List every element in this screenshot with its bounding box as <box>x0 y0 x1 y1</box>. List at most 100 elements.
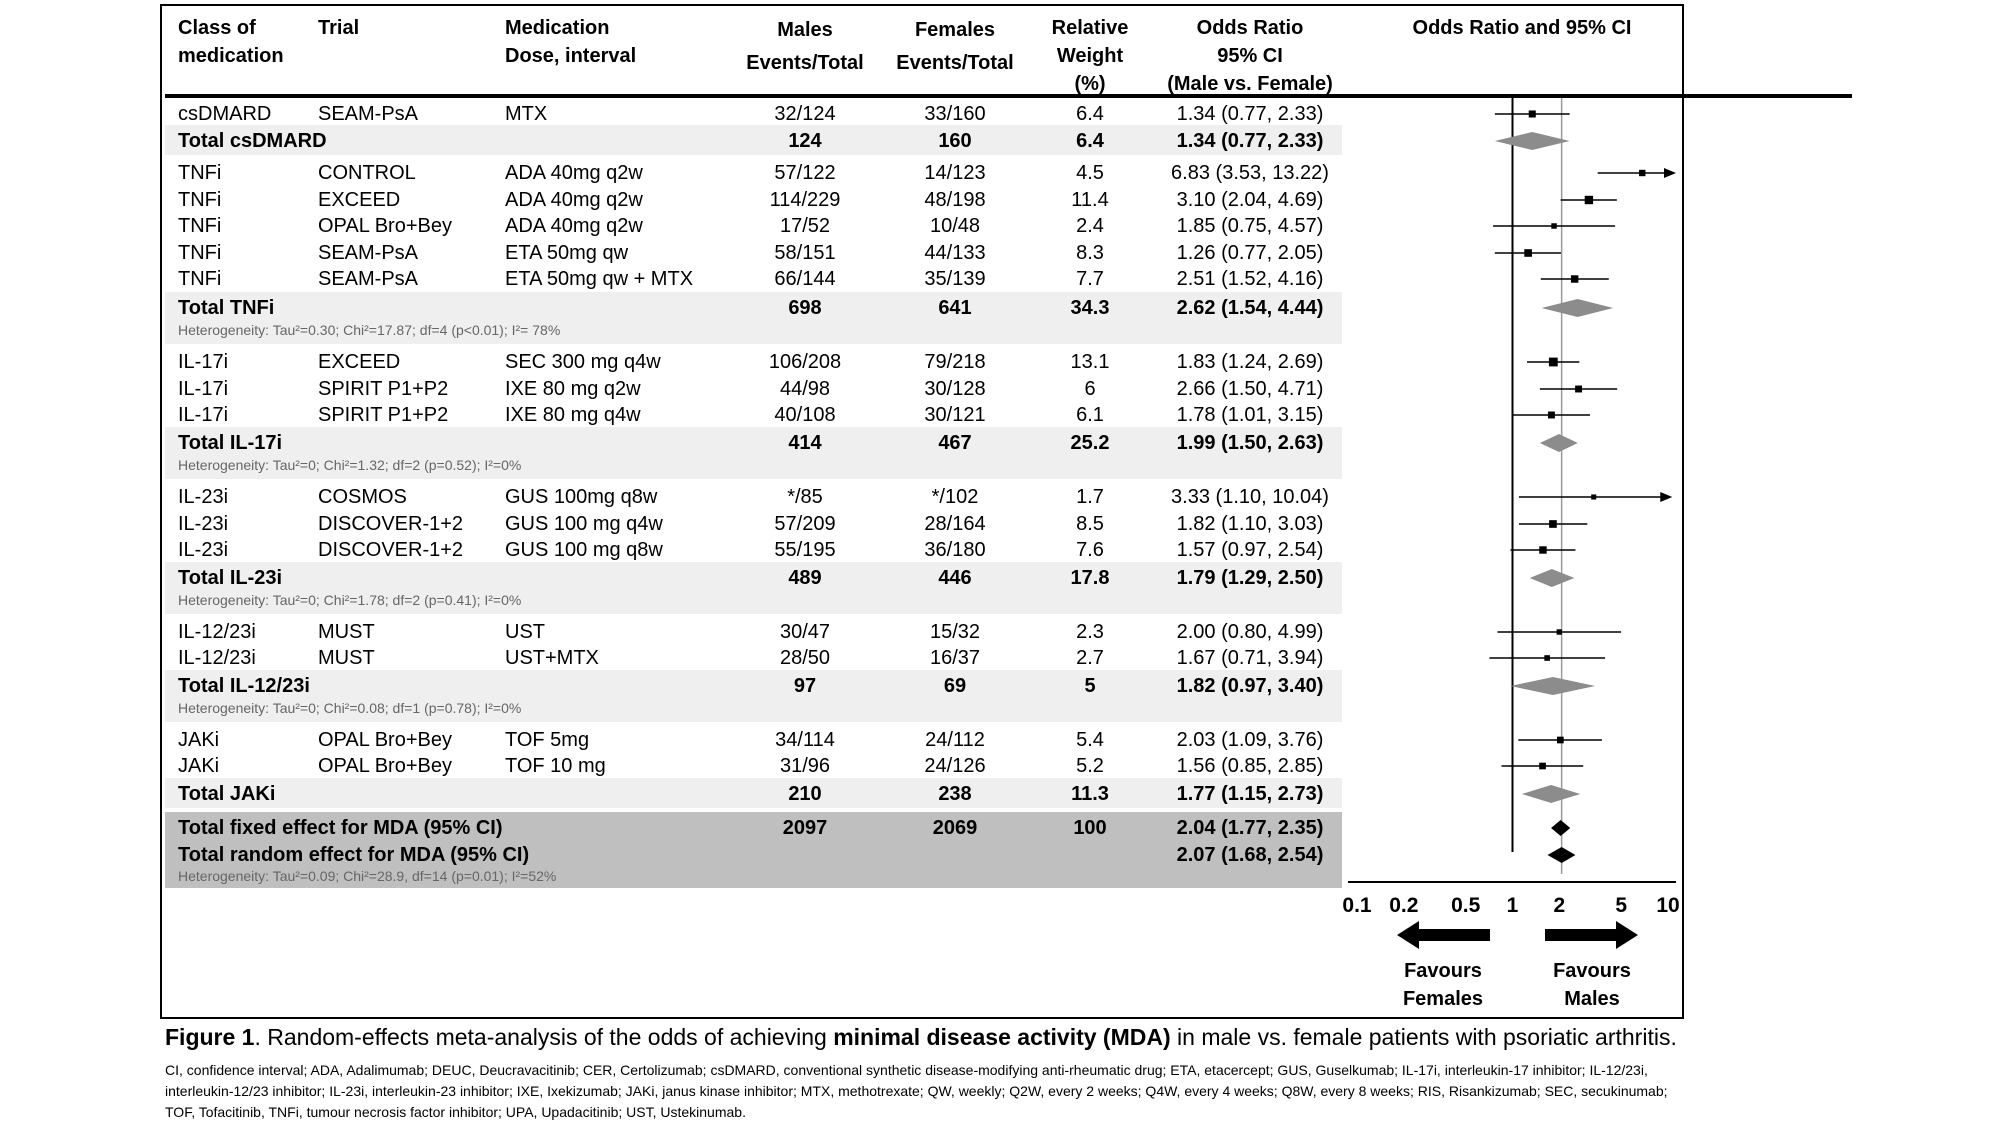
cell-cls: IL-17i <box>178 351 229 373</box>
cell-trial: DISCOVER-1+2 <box>318 513 464 535</box>
cell-trial: SPIRIT P1+P2 <box>318 404 449 426</box>
cell-trial: EXCEED <box>318 189 401 211</box>
favours-males-arrow <box>1545 921 1638 949</box>
cell-f: 15/32 <box>929 621 981 643</box>
x-tick-label: 0.1 <box>1342 894 1372 917</box>
cell-cls: TNFi <box>178 242 222 264</box>
cell-trial: EXCEED <box>318 351 401 373</box>
point-estimate-marker <box>1575 385 1583 393</box>
cell-cls: Total JAKi <box>178 783 276 805</box>
header-odds-ratio: Odds Ratio 95% CI (Male vs. Female) <box>1167 17 1333 95</box>
figure-caption: Figure 1. Random-effects meta-analysis o… <box>165 1024 1677 1051</box>
heterogeneity-note: Heterogeneity: Tau²=0; Chi²=0.08; df=1 (… <box>178 700 522 716</box>
cell-cls: Total IL-17i <box>178 432 283 454</box>
cell-cls: IL-23i <box>178 486 229 508</box>
x-tick-label: 0.2 <box>1389 894 1418 917</box>
subtotal-row: Total IL-17i 414 467 25.2 1.99 (1.50, 2.63) <box>0 430 2000 456</box>
cell-w: 8.3 <box>1076 242 1104 264</box>
heterogeneity-note: Heterogeneity: Tau²=0; Chi²=1.78; df=2 (… <box>178 592 522 608</box>
band-total-jaki <box>165 778 1342 808</box>
ci-arrow <box>1664 168 1676 178</box>
abbreviations-note: CI, confidence interval; ADA, Adalimumab… <box>165 1062 1668 1120</box>
cell-m: 30/47 <box>779 621 831 643</box>
cell-w: 13.1 <box>1070 351 1110 373</box>
cell-cls: TNFi <box>178 162 222 184</box>
cell-trial: OPAL Bro+Bey <box>318 215 452 237</box>
cell-w: 6.4 <box>1076 130 1104 152</box>
cell-w: 6.1 <box>1076 404 1104 426</box>
cell-f: */102 <box>931 486 979 508</box>
cell-m: 17/52 <box>779 215 831 237</box>
cell-w: 17.8 <box>1070 567 1110 589</box>
cell-med: MTX <box>505 103 548 125</box>
cell-cls: TNFi <box>178 268 222 290</box>
cell-f: 79/218 <box>924 351 986 373</box>
cell-ci: 3.10 (2.04, 4.69) <box>1176 189 1324 211</box>
point-estimate-marker <box>1524 249 1532 257</box>
cell-med: ADA 40mg q2w <box>505 189 643 211</box>
point-estimate-marker <box>1551 223 1557 229</box>
cell-ci: 1.79 (1.29, 2.50) <box>1176 567 1324 589</box>
cell-ci: 3.33 (1.10, 10.04) <box>1171 486 1329 508</box>
header-plot-title: Odds Ratio and 95% CI <box>1412 17 1632 39</box>
cell-ci: 2.04 (1.77, 2.35) <box>1176 817 1324 839</box>
cell-med: GUS 100 mg q8w <box>505 539 663 561</box>
cell-med: SEC 300 mg q4w <box>505 351 661 373</box>
cell-trial: COSMOS <box>318 486 407 508</box>
cell-m: 55/195 <box>774 539 836 561</box>
cell-med: TOF 10 mg <box>505 755 606 777</box>
cell-m: 66/144 <box>774 268 836 290</box>
x-tick-label: 2 <box>1553 894 1565 917</box>
subtotal-row: Total TNFi 698 641 34.3 2.62 (1.54, 4.44) <box>0 295 2000 321</box>
ci-arrow <box>1660 492 1673 502</box>
cell-cls: IL-12/23i <box>178 647 256 669</box>
cell-f: 10/48 <box>929 215 981 237</box>
cell-ci: 1.83 (1.24, 2.69) <box>1176 351 1324 373</box>
subtotal-diamond <box>1494 132 1570 150</box>
cell-med: UST <box>505 621 545 643</box>
table-row: TNFi OPAL Bro+Bey ADA 40mg q2w 17/52 10/48 2.… <box>0 213 2000 239</box>
cell-trial: OPAL Bro+Bey <box>318 755 452 777</box>
cell-cls: JAKi <box>178 755 220 777</box>
cell-w: 34.3 <box>1070 297 1110 319</box>
cell-w: 6 <box>1084 378 1096 400</box>
cell-w: 4.5 <box>1076 162 1104 184</box>
subtotal-row: Total IL-12/23i 97 69 5 1.82 (0.97, 3.40) <box>0 673 2000 699</box>
cell-m: 124 <box>788 130 822 152</box>
subtotal-diamond <box>1541 299 1614 317</box>
header-trial: Trial <box>318 17 360 39</box>
cell-trial: CONTROL <box>318 162 416 184</box>
cell-ci: 1.82 (1.10, 3.03) <box>1176 513 1324 535</box>
cell-trial: MUST <box>318 647 375 669</box>
cell-med: ETA 50mg qw + MTX <box>505 268 694 290</box>
cell-cls: Total TNFi <box>178 297 275 319</box>
cell-w: 5.2 <box>1076 755 1104 777</box>
point-estimate-marker <box>1544 655 1550 661</box>
cell-w: 100 <box>1073 817 1107 839</box>
cell-f: 35/139 <box>924 268 986 290</box>
point-estimate-marker <box>1539 546 1547 554</box>
header-males: Males Events/Total <box>746 19 864 74</box>
favours-females-label: Favours Females <box>1403 960 1483 1010</box>
heterogeneity-note: Heterogeneity: Tau²=0.30; Chi²=17.87; df… <box>178 322 561 338</box>
cell-w: 6.4 <box>1076 103 1104 125</box>
cell-ci: 1.78 (1.01, 3.15) <box>1176 404 1324 426</box>
cell-f: 36/180 <box>924 539 986 561</box>
cell-ci: 1.67 (0.71, 3.94) <box>1176 647 1324 669</box>
cell-med: UST+MTX <box>505 647 599 669</box>
caption-text-pre: . Random-effects meta-analysis of the od… <box>254 1024 834 1050</box>
table-row: IL-23i DISCOVER-1+2 GUS 100 mg q8w 55/195 36… <box>0 537 2000 563</box>
cell-med: GUS 100 mg q4w <box>505 513 663 535</box>
table-row: IL-17i EXCEED SEC 300 mg q4w 106/208 79/218 1… <box>0 349 2000 375</box>
cell-m: 40/108 <box>774 404 836 426</box>
cell-med: TOF 5mg <box>505 729 590 751</box>
cell-trial: OPAL Bro+Bey <box>318 729 452 751</box>
x-tick-label: 1 <box>1507 894 1519 917</box>
point-estimate-marker <box>1556 629 1563 635</box>
cell-w: 2.3 <box>1076 621 1104 643</box>
band-total-csdmard <box>165 125 1342 155</box>
heterogeneity-note: Heterogeneity: Tau²=0.09; Chi²=28.9, df=… <box>178 868 557 884</box>
heterogeneity-note: Heterogeneity: Tau²=0; Chi²=1.32; df=2 (… <box>178 457 522 473</box>
cell-trial: SEAM-PsA <box>318 268 419 290</box>
point-estimate-marker <box>1639 169 1646 177</box>
